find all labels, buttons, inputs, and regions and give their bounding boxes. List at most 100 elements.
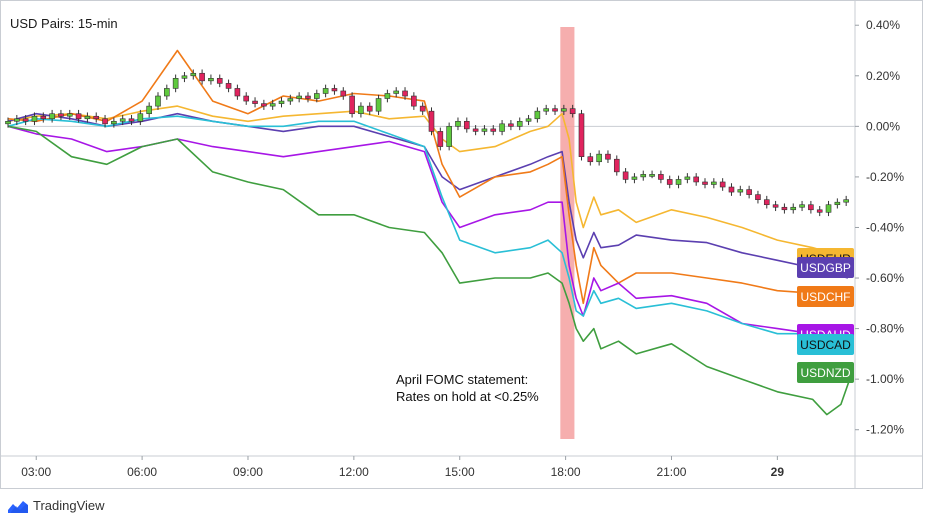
candle-body [349,95,355,115]
fomc-highlight-band [560,27,575,439]
series-line-usdeur [7,105,849,259]
candle-body [190,72,197,77]
candle-body [719,181,726,188]
chart-frame [0,0,923,489]
x-tick-label: 29 [771,465,785,479]
y-tick-label: -0.60% [866,271,904,285]
y-tick-label: 0.40% [866,18,900,32]
candle-body [66,113,73,117]
x-tick-label: 06:00 [127,465,157,479]
candle-body [146,105,152,115]
candle-body [613,158,620,173]
candle-body [137,113,144,122]
series-tag-usdnzd [797,362,854,383]
series-tag-usdcad [797,334,854,355]
x-tick-label: 12:00 [339,465,369,479]
candle-body [666,179,673,185]
series-tag-label: USDGBP [800,261,851,275]
candle-body [155,95,161,107]
candle-body [772,204,779,208]
candle-body [622,171,629,180]
footer[interactable]: TradingView [8,498,105,513]
candle-body [799,204,805,208]
candle-body [711,181,717,185]
candle-body [119,118,126,122]
series-lines [7,49,853,416]
candle-body [825,204,832,213]
annotation-line-2: Rates on hold at <0.25% [396,389,539,404]
candle-body [781,206,788,211]
candle-body [596,153,602,163]
series-tags: USDEURUSDGBPUSDCHFUSDAUDUSDCADUSDNZD [797,248,854,383]
candle-body [552,108,558,112]
candle-body [728,186,735,193]
x-tick-label: 15:00 [445,465,475,479]
candle-body [684,176,691,180]
footer-brand: TradingView [33,498,105,513]
candle-body [278,100,285,104]
candle-body [702,181,708,185]
candle-body [322,88,329,94]
candle-body [790,206,797,211]
candle-body [499,123,505,132]
candle-body [808,204,814,211]
candle-body [128,118,135,122]
candle-body [75,113,82,120]
candle-body [164,88,170,97]
candle-body [358,105,364,115]
candle-body [658,174,664,180]
y-tick-label: 0.20% [866,69,900,83]
candle-body [331,88,338,92]
series-line-usdgbp [7,112,849,279]
candle-body [172,78,179,89]
candle-body [340,90,347,97]
candle-body [490,128,497,132]
candle-body [216,78,223,84]
candle-body [181,75,188,79]
candle-body [569,108,576,115]
candle-body [737,189,744,193]
candle-body [763,199,770,206]
candle-body [463,120,470,130]
candle-body [587,156,594,163]
series-line-usdaud [7,125,848,335]
series-tag-label: USDCHF [801,290,851,304]
candle-body [534,110,541,120]
candle-body [93,115,100,120]
tradingview-logo-icon [8,500,28,513]
y-tick-label: -1.20% [866,423,904,437]
candle-body [208,78,214,82]
series-line-usdnzd [7,125,853,416]
candle-body [816,209,823,213]
series-tag-usdgbp [797,257,854,278]
candle-body [472,128,479,132]
candle-body [605,153,611,160]
candle-body [49,113,55,120]
candle-body [261,103,267,107]
x-tick-label: 21:00 [656,465,686,479]
candle-body [578,113,585,157]
candle-body [111,120,117,125]
y-tick-label: -1.00% [866,372,904,386]
x-tick-label: 18:00 [551,465,581,479]
y-tick-label: -0.40% [866,220,904,234]
chart-title: USD Pairs: 15-min [10,16,118,31]
candle-body [305,95,311,99]
candle-body [287,98,294,102]
candle-body [243,95,250,102]
candle-body [84,115,91,120]
candles [5,69,849,217]
candle-body [561,108,567,112]
candle-body [375,98,382,112]
candle-body [481,128,488,132]
candle-body [746,189,752,195]
candle-body [225,83,232,89]
candle-body [446,126,452,147]
series-line-usdcad [7,115,849,340]
candle-body [296,95,302,99]
candle-body [411,95,417,107]
candle-body [543,108,549,112]
candle-body [640,174,647,178]
series-tag-label: USDNZD [801,366,851,380]
